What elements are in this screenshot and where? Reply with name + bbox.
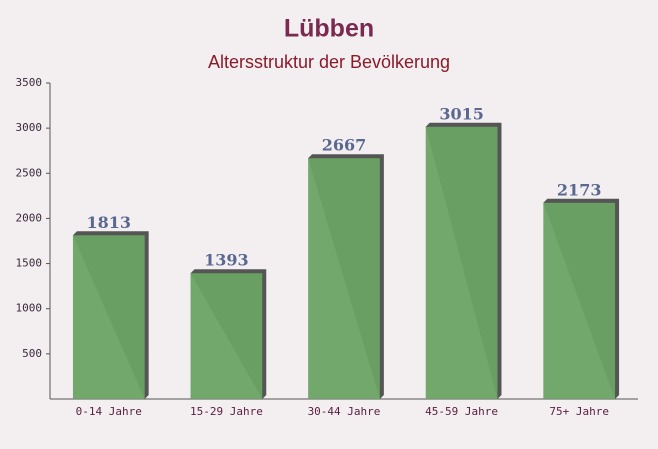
x-tick-label: 45-59 Jahre: [425, 405, 498, 418]
y-tick-label: 2500: [16, 166, 43, 179]
bar: [72, 235, 145, 399]
value-label: 3015: [439, 104, 484, 123]
y-tick-label: 1000: [16, 302, 43, 315]
bar: [425, 126, 498, 399]
y-tick-label: 500: [22, 347, 42, 360]
value-label: 1813: [87, 213, 132, 232]
x-tick-label: 15-29 Jahre: [190, 405, 263, 418]
bar: [190, 273, 263, 399]
x-tick-label: 30-44 Jahre: [308, 405, 381, 418]
value-label: 1393: [204, 251, 249, 270]
y-tick-label: 1500: [16, 257, 43, 270]
y-tick-label: 3500: [16, 76, 43, 89]
y-tick-label: 2000: [16, 211, 43, 224]
bar: [543, 202, 616, 399]
value-label: 2667: [322, 136, 367, 155]
bar: [308, 158, 380, 399]
x-tick-label: 0-14 Jahre: [76, 405, 142, 418]
chart-title: Lübben: [284, 15, 374, 43]
value-label: 2173: [557, 180, 602, 199]
chart-subtitle: Altersstruktur der Bevölkerung: [208, 52, 450, 72]
y-tick-label: 3000: [16, 121, 43, 134]
x-tick-label: 75+ Jahre: [549, 405, 609, 418]
